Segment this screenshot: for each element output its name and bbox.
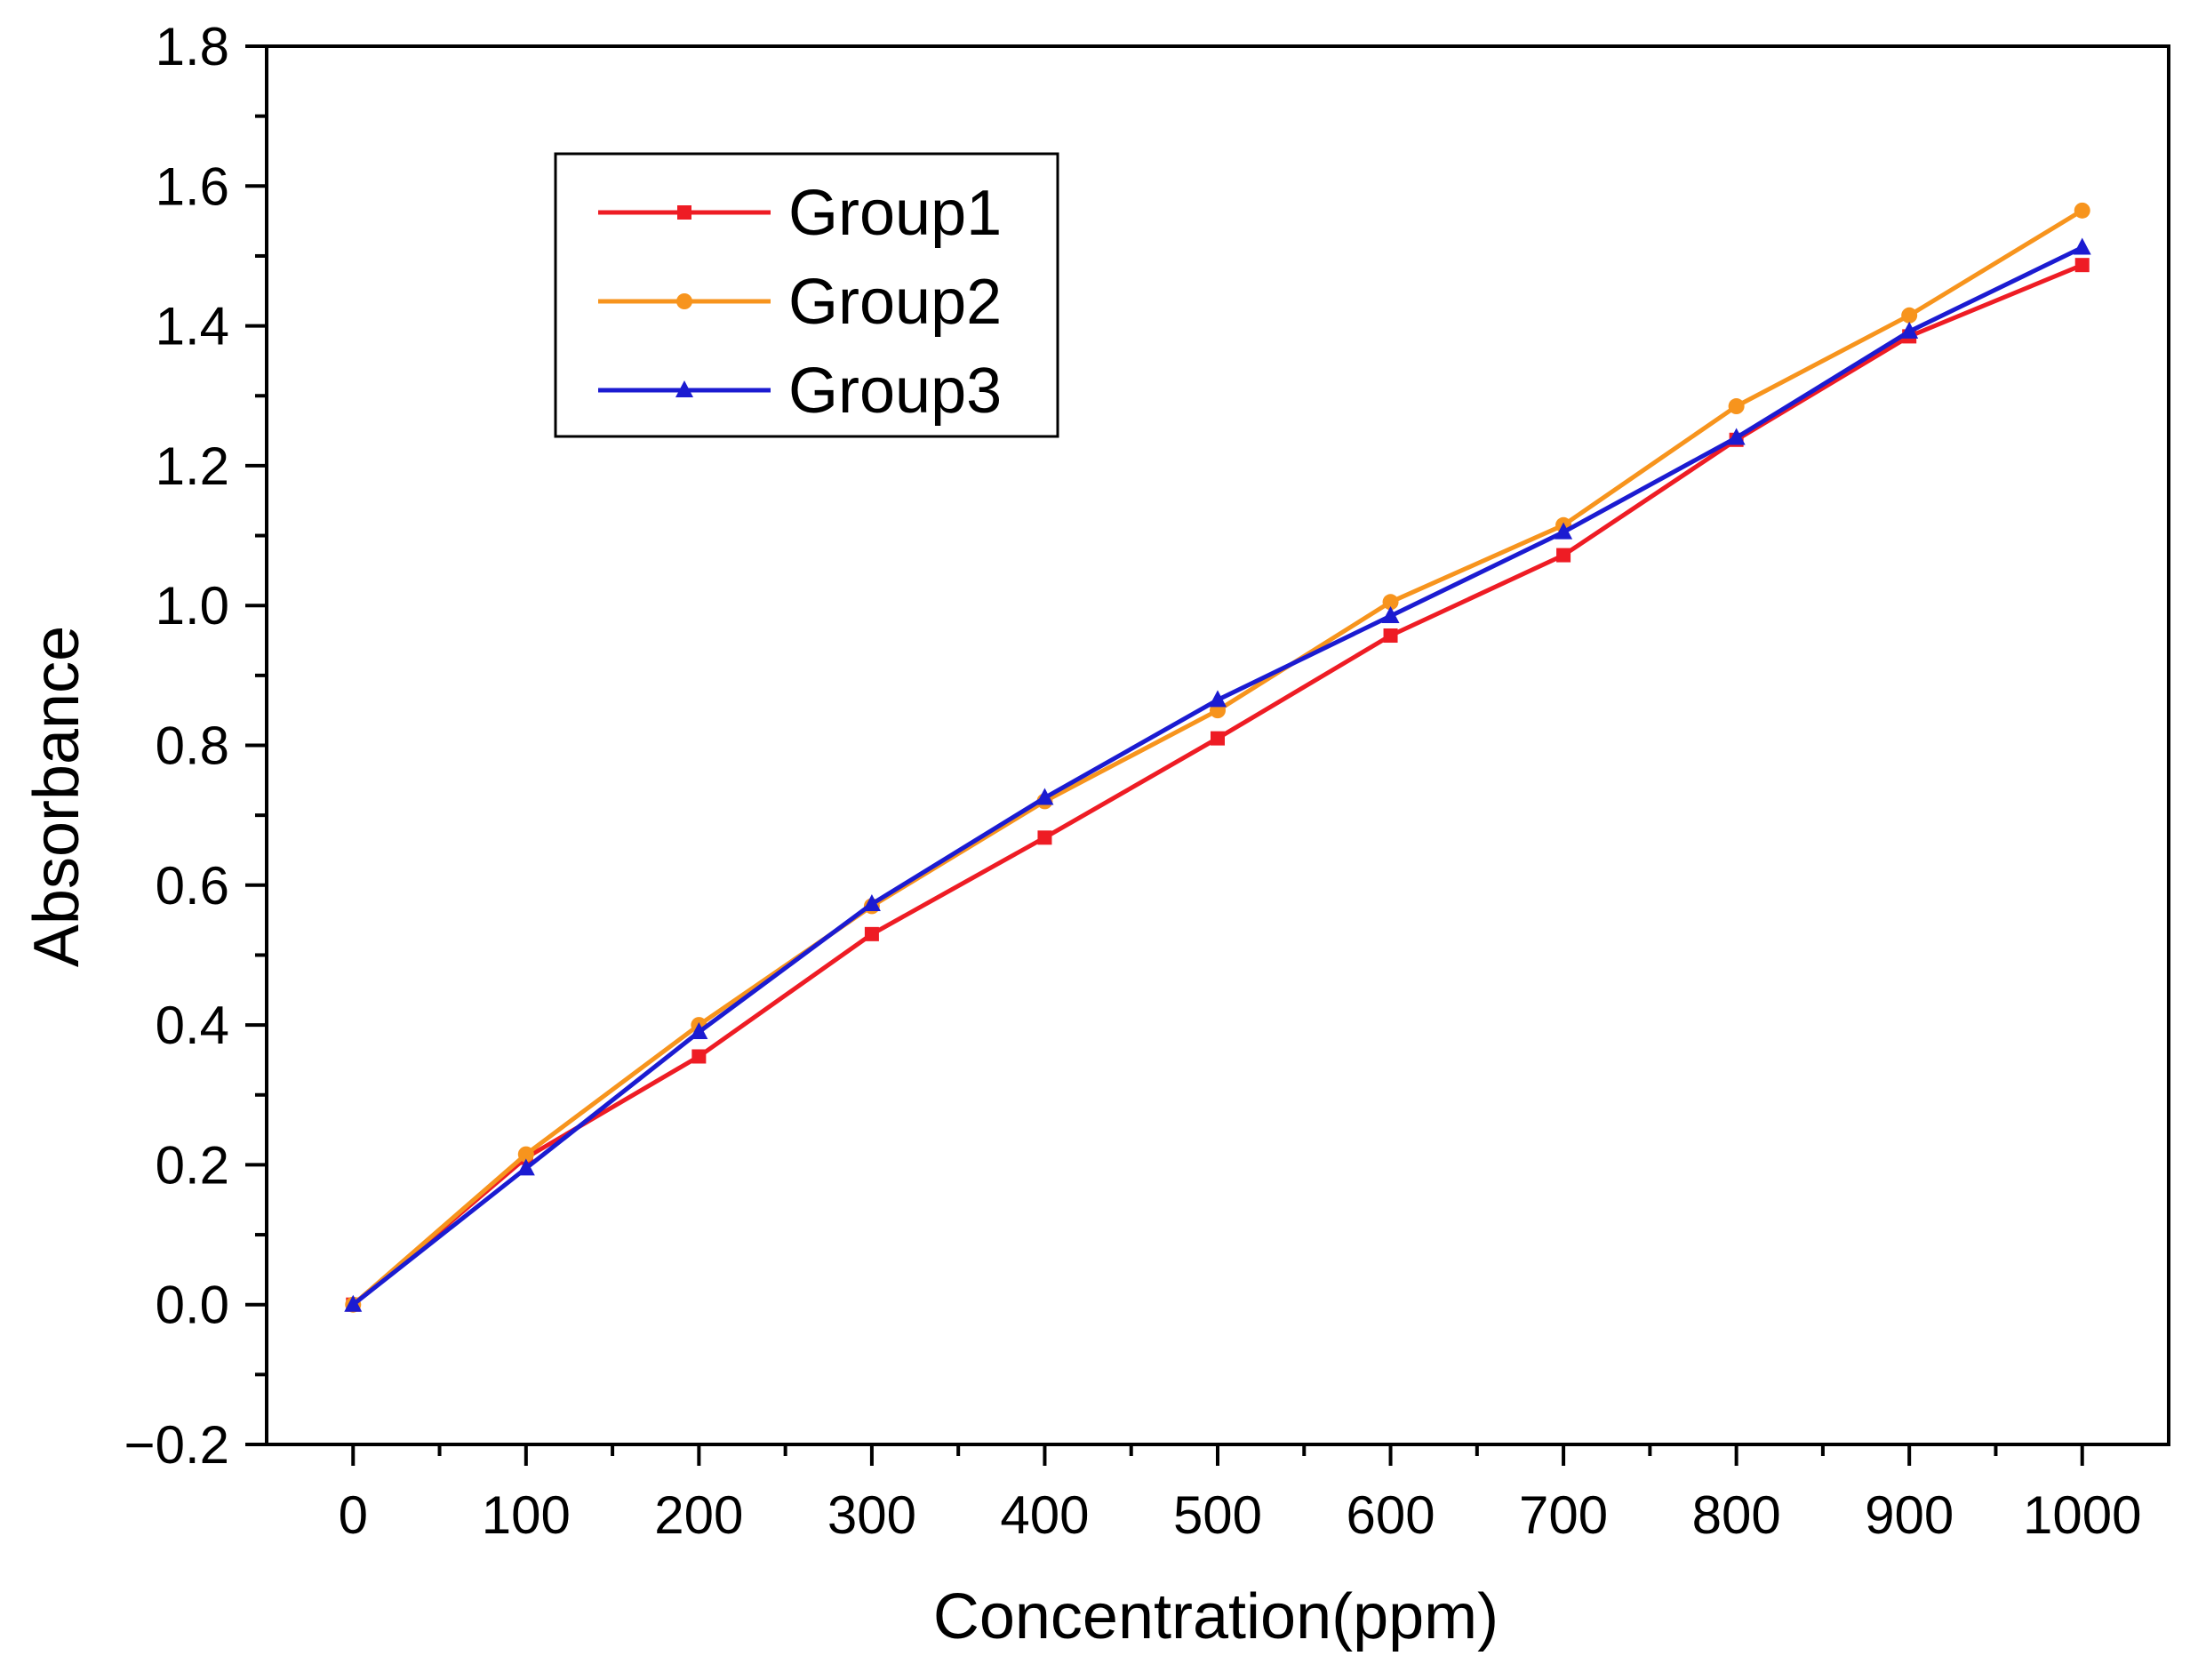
data-point xyxy=(1728,398,1745,415)
y-tick-label: 1.6 xyxy=(156,156,229,216)
data-point xyxy=(1381,605,1400,623)
data-point xyxy=(2074,258,2090,273)
x-tick-label: 400 xyxy=(1000,1485,1089,1545)
data-point xyxy=(516,1158,535,1176)
data-point xyxy=(1555,522,1573,540)
data-point xyxy=(1383,628,1398,644)
data-point xyxy=(1209,690,1227,708)
x-tick-label: 300 xyxy=(827,1485,916,1545)
data-point xyxy=(1556,548,1571,563)
data-point xyxy=(1901,307,1918,324)
y-tick-label: 1.4 xyxy=(156,297,229,356)
legend-label: Group1 xyxy=(788,178,1002,249)
y-tick-label: 0.4 xyxy=(156,996,229,1055)
data-point xyxy=(1035,788,1054,805)
y-tick-label: 1.2 xyxy=(156,436,229,496)
x-tick-label: 500 xyxy=(1173,1485,1262,1545)
y-tick-label: 1.0 xyxy=(156,576,229,636)
legend-item: Group2 xyxy=(598,267,1002,338)
x-tick-label: 900 xyxy=(1865,1485,1954,1545)
legend: Group1 Group2 Group3 xyxy=(554,152,1059,438)
y-axis-title: Absorbance xyxy=(21,626,92,967)
y-tick-label: −0.2 xyxy=(124,1415,229,1475)
x-tick-label: 200 xyxy=(654,1485,743,1545)
data-point xyxy=(864,926,879,941)
labels-layer: Concentration(ppm) Absorbance xyxy=(21,626,1499,1652)
x-tick-label: 600 xyxy=(1346,1485,1435,1545)
legend-label: Group3 xyxy=(788,356,1002,427)
legend-item: Group1 xyxy=(598,178,1002,249)
ticks-layer: 0 100 200 300 400 500 600 700 800 900 1000 −0.2 0.0 0… xyxy=(124,17,2142,1545)
data-point xyxy=(1727,428,1746,445)
x-axis-title: Concentration(ppm) xyxy=(933,1581,1499,1652)
legend-item: Group3 xyxy=(598,356,1002,427)
x-tick-label: 0 xyxy=(339,1485,368,1545)
legend-label: Group2 xyxy=(788,267,1002,338)
legend-marker xyxy=(676,293,692,309)
x-tick-label: 1000 xyxy=(2023,1485,2141,1545)
data-point xyxy=(1382,594,1399,611)
data-point xyxy=(517,1146,534,1163)
y-tick-label: 0.6 xyxy=(156,856,229,916)
x-tick-label: 700 xyxy=(1519,1485,1608,1545)
y-tick-label: 0.0 xyxy=(156,1276,229,1335)
data-point xyxy=(1037,830,1052,845)
data-point xyxy=(2073,237,2091,255)
x-tick-label: 100 xyxy=(482,1485,571,1545)
data-point xyxy=(344,1294,363,1312)
data-point xyxy=(691,1049,707,1064)
series-group3 xyxy=(344,237,2091,1312)
series-layer xyxy=(344,202,2091,1313)
legend-marker xyxy=(675,380,693,397)
legend-marker xyxy=(677,205,691,220)
data-point xyxy=(690,1021,708,1039)
y-tick-label: 1.8 xyxy=(156,17,229,76)
data-point xyxy=(2074,202,2090,219)
data-point xyxy=(862,894,881,912)
y-tick-label: 0.2 xyxy=(156,1135,229,1195)
y-tick-label: 0.8 xyxy=(156,716,229,776)
data-point xyxy=(1900,321,1919,339)
x-tick-label: 800 xyxy=(1692,1485,1781,1545)
data-point xyxy=(1211,731,1225,746)
